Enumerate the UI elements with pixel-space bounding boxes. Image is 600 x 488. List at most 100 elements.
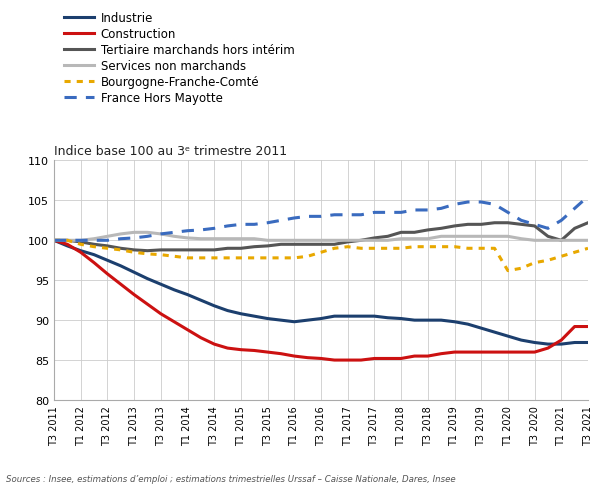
Tertiaire marchands hors intérim: [304, 242, 311, 248]
Industrie: [544, 342, 551, 347]
Industrie: [211, 303, 218, 309]
France Hors Mayotte: [131, 236, 138, 242]
Bourgogne-Franche-Comté: [50, 238, 58, 244]
Construction: [144, 302, 151, 307]
Tertiaire marchands hors intérim: [238, 246, 245, 252]
Tertiaire marchands hors intérim: [104, 244, 111, 249]
Tertiaire marchands hors intérim: [251, 244, 258, 250]
Construction: [291, 353, 298, 359]
Construction: [558, 338, 565, 344]
Construction: [571, 324, 578, 330]
Services non marchands: [424, 236, 431, 242]
France Hors Mayotte: [544, 226, 551, 232]
France Hors Mayotte: [291, 216, 298, 222]
Tertiaire marchands hors intérim: [291, 242, 298, 248]
Bourgogne-Franche-Comté: [437, 244, 445, 250]
Line: Industrie: Industrie: [54, 241, 588, 345]
Line: France Hors Mayotte: France Hors Mayotte: [54, 197, 588, 241]
Services non marchands: [491, 234, 498, 240]
Tertiaire marchands hors intérim: [384, 234, 391, 240]
Construction: [437, 351, 445, 357]
Construction: [384, 356, 391, 362]
Bourgogne-Franche-Comté: [371, 246, 378, 252]
Industrie: [584, 340, 592, 346]
Bourgogne-Franche-Comté: [91, 244, 98, 250]
Industrie: [64, 244, 71, 249]
Tertiaire marchands hors intérim: [451, 224, 458, 229]
Industrie: [371, 314, 378, 320]
Tertiaire marchands hors intérim: [571, 226, 578, 232]
France Hors Mayotte: [558, 218, 565, 224]
Services non marchands: [344, 238, 352, 244]
Bourgogne-Franche-Comté: [505, 268, 512, 274]
Tertiaire marchands hors intérim: [331, 242, 338, 248]
Construction: [584, 324, 592, 330]
Industrie: [464, 322, 472, 327]
Tertiaire marchands hors intérim: [437, 226, 445, 232]
France Hors Mayotte: [518, 218, 525, 224]
Tertiaire marchands hors intérim: [464, 222, 472, 228]
Bourgogne-Franche-Comté: [264, 255, 271, 261]
France Hors Mayotte: [491, 202, 498, 208]
Services non marchands: [170, 234, 178, 240]
Industrie: [437, 318, 445, 324]
Industrie: [91, 252, 98, 258]
Construction: [170, 319, 178, 325]
Bourgogne-Franche-Comté: [451, 244, 458, 250]
Services non marchands: [464, 234, 472, 240]
Tertiaire marchands hors intérim: [344, 240, 352, 245]
Bourgogne-Franche-Comté: [384, 246, 391, 252]
Services non marchands: [304, 238, 311, 244]
Industrie: [104, 258, 111, 264]
Services non marchands: [478, 234, 485, 240]
France Hors Mayotte: [531, 222, 538, 228]
Industrie: [531, 340, 538, 346]
Services non marchands: [437, 234, 445, 240]
Services non marchands: [77, 238, 84, 244]
Tertiaire marchands hors intérim: [491, 221, 498, 226]
Tertiaire marchands hors intérim: [184, 247, 191, 253]
Tertiaire marchands hors intérim: [424, 227, 431, 233]
France Hors Mayotte: [331, 212, 338, 218]
Services non marchands: [144, 230, 151, 236]
Bourgogne-Franche-Comté: [238, 255, 245, 261]
Industrie: [291, 319, 298, 325]
Industrie: [424, 318, 431, 324]
Industrie: [264, 316, 271, 322]
France Hors Mayotte: [91, 238, 98, 244]
Construction: [224, 346, 231, 351]
Services non marchands: [224, 236, 231, 242]
France Hors Mayotte: [184, 228, 191, 234]
Tertiaire marchands hors intérim: [197, 247, 205, 253]
Tertiaire marchands hors intérim: [264, 244, 271, 249]
France Hors Mayotte: [584, 194, 592, 200]
Industrie: [170, 287, 178, 293]
Industrie: [384, 315, 391, 321]
Construction: [531, 349, 538, 355]
Construction: [544, 346, 551, 351]
Industrie: [251, 314, 258, 320]
Services non marchands: [358, 238, 365, 244]
Industrie: [358, 314, 365, 320]
Text: Indice base 100 au 3ᵉ trimestre 2011: Indice base 100 au 3ᵉ trimestre 2011: [54, 144, 287, 157]
France Hors Mayotte: [104, 238, 111, 244]
Tertiaire marchands hors intérim: [170, 247, 178, 253]
Services non marchands: [251, 236, 258, 242]
Bourgogne-Franche-Comté: [197, 255, 205, 261]
Bourgogne-Franche-Comté: [584, 246, 592, 252]
Services non marchands: [317, 238, 325, 244]
Bourgogne-Franche-Comté: [544, 258, 551, 264]
Bourgogne-Franche-Comté: [277, 255, 284, 261]
Services non marchands: [64, 238, 71, 244]
Bourgogne-Franche-Comté: [224, 255, 231, 261]
Tertiaire marchands hors intérim: [157, 247, 164, 253]
Industrie: [558, 342, 565, 347]
Tertiaire marchands hors intérim: [544, 234, 551, 240]
France Hors Mayotte: [170, 230, 178, 236]
Construction: [184, 327, 191, 333]
France Hors Mayotte: [50, 238, 58, 244]
Bourgogne-Franche-Comté: [424, 244, 431, 250]
Construction: [50, 238, 58, 244]
Bourgogne-Franche-Comté: [358, 246, 365, 252]
France Hors Mayotte: [144, 234, 151, 240]
